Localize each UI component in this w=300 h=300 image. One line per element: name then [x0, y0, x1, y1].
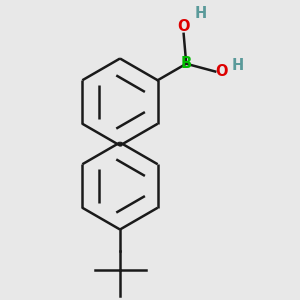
Text: B: B [181, 56, 192, 71]
Text: H: H [232, 58, 244, 73]
Text: O: O [215, 64, 228, 79]
Text: O: O [177, 19, 190, 34]
Text: H: H [194, 6, 206, 21]
